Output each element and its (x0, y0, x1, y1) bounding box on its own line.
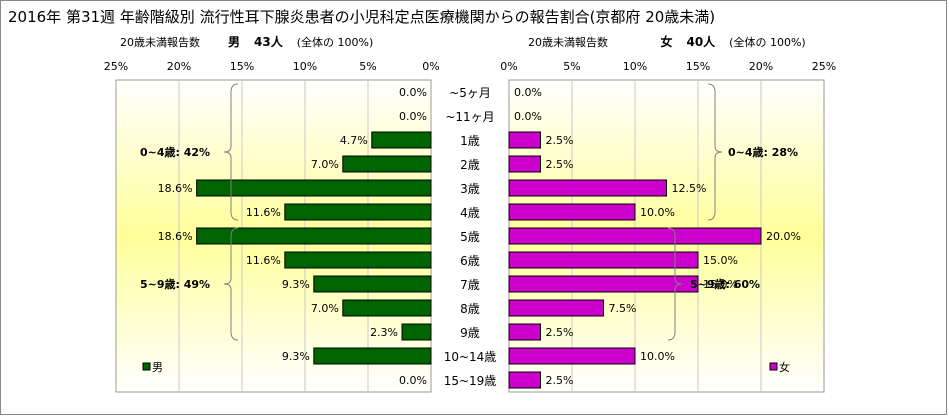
female-value-label: 15.0% (703, 278, 738, 291)
male-0-4-brace (223, 83, 239, 221)
female-value-label: 2.5% (546, 158, 574, 171)
age-category-label: ~5ヶ月 (449, 86, 491, 100)
age-category-label: 6歳 (460, 254, 480, 268)
male-bar (313, 275, 432, 293)
male-bar (284, 203, 432, 221)
female-value-label: 0.0% (514, 86, 542, 99)
male-header-sex: 男 (227, 35, 240, 49)
male-value-label: 2.3% (370, 326, 398, 339)
age-category-label: 2歳 (460, 158, 480, 172)
female-axis-tick-label: 0% (500, 60, 517, 73)
male-value-label: 11.6% (246, 254, 281, 267)
male-value-label: 0.0% (399, 110, 427, 123)
female-value-label: 2.5% (546, 374, 574, 387)
male-axis-tick-label: 20% (167, 60, 191, 73)
female-header-caption: 20歳未満報告数 (528, 36, 608, 49)
male-axis-tick-label: 15% (230, 60, 254, 73)
male-legend-label: 男 (152, 361, 163, 374)
female-axis-tick-label: 20% (749, 60, 773, 73)
male-value-label: 9.3% (282, 278, 310, 291)
male-bar (342, 299, 432, 317)
age-category-label: 5歳 (460, 230, 480, 244)
female-legend-label: 女 (779, 360, 790, 374)
female-value-label: 0.0% (514, 110, 542, 123)
male-axis-tick-label: 0% (422, 60, 439, 73)
male-axis-tick-label: 10% (293, 60, 317, 73)
male-bar (342, 155, 432, 173)
male-0-4-share: 0~4歳: 42% (140, 145, 210, 159)
female-legend-swatch (769, 362, 778, 371)
age-category-label: 9歳 (460, 326, 480, 340)
male-bar (401, 323, 432, 341)
male-bar (284, 251, 432, 269)
female-bar (508, 275, 699, 293)
male-value-label: 18.6% (158, 182, 193, 195)
female-bar (508, 179, 667, 197)
female-value-label: 12.5% (672, 182, 707, 195)
male-header-count: 43人 (254, 35, 283, 49)
female-bar (508, 323, 541, 341)
female-bar (508, 203, 636, 221)
male-bar (196, 179, 432, 197)
male-5-9-brace (223, 227, 239, 341)
female-axis-tick-label: 10% (623, 60, 647, 73)
female-value-label: 2.5% (546, 134, 574, 147)
male-header-caption: 20歳未満報告数 (120, 36, 200, 49)
male-value-label: 18.6% (158, 230, 193, 243)
age-category-label: 3歳 (460, 182, 480, 196)
female-5-9-brace (667, 227, 683, 341)
female-value-label: 15.0% (703, 254, 738, 267)
male-value-label: 7.0% (311, 302, 339, 315)
male-bar (313, 347, 432, 365)
female-bar (508, 299, 604, 317)
male-legend-swatch (142, 362, 151, 371)
male-value-label: 11.6% (246, 206, 281, 219)
female-bar (508, 131, 541, 149)
age-category-label: ~11ヶ月 (445, 110, 494, 124)
female-bar (508, 371, 541, 389)
female-bar (508, 347, 636, 365)
chart-title: 2016年 第31週 年齢階級別 流行性耳下腺炎患者の小児科定点医療機関からの報… (8, 8, 716, 26)
male-bar (196, 227, 432, 245)
male-axis-tick-label: 5% (359, 60, 376, 73)
female-axis-tick-label: 5% (563, 60, 580, 73)
female-value-label: 10.0% (640, 206, 675, 219)
female-0-4-brace (707, 83, 723, 221)
female-axis-tick-label: 15% (686, 60, 710, 73)
male-value-label: 9.3% (282, 350, 310, 363)
female-value-label: 10.0% (640, 350, 675, 363)
female-header-share: (全体の 100%) (729, 36, 806, 49)
female-header-count: 40人 (686, 35, 716, 49)
male-header-share: (全体の 100%) (296, 36, 374, 49)
age-category-label: 10~14歳 (444, 350, 497, 364)
male-5-9-share: 5~9歳: 49% (140, 277, 210, 291)
age-category-label: 1歳 (460, 134, 480, 148)
age-category-label: 7歳 (460, 278, 480, 292)
female-bar (508, 251, 699, 269)
female-0-4-share: 0~4歳: 28% (728, 145, 798, 159)
age-category-label: 4歳 (460, 206, 480, 220)
female-value-label: 20.0% (766, 230, 801, 243)
male-bar (371, 131, 432, 149)
female-bar (508, 227, 762, 245)
age-category-label: 8歳 (460, 302, 480, 316)
female-value-label: 7.5% (609, 302, 637, 315)
female-header-sex: 女 (660, 35, 673, 49)
female-header: 20歳未満報告数 女 40人 (全体の 100%) (528, 33, 806, 50)
female-value-label: 2.5% (546, 326, 574, 339)
male-axis-tick-label: 25% (104, 60, 128, 73)
female-bar (508, 155, 541, 173)
female-5-9-share: 5~9歳: 60% (690, 277, 760, 291)
female-axis-tick-label: 25% (812, 60, 836, 73)
age-category-label: 15~19歳 (444, 374, 497, 388)
male-header: 20歳未満報告数 男 43人 (全体の 100%) (120, 33, 373, 50)
male-value-label: 0.0% (399, 374, 427, 387)
male-value-label: 7.0% (311, 158, 339, 171)
male-value-label: 0.0% (399, 86, 427, 99)
male-value-label: 4.7% (340, 134, 368, 147)
